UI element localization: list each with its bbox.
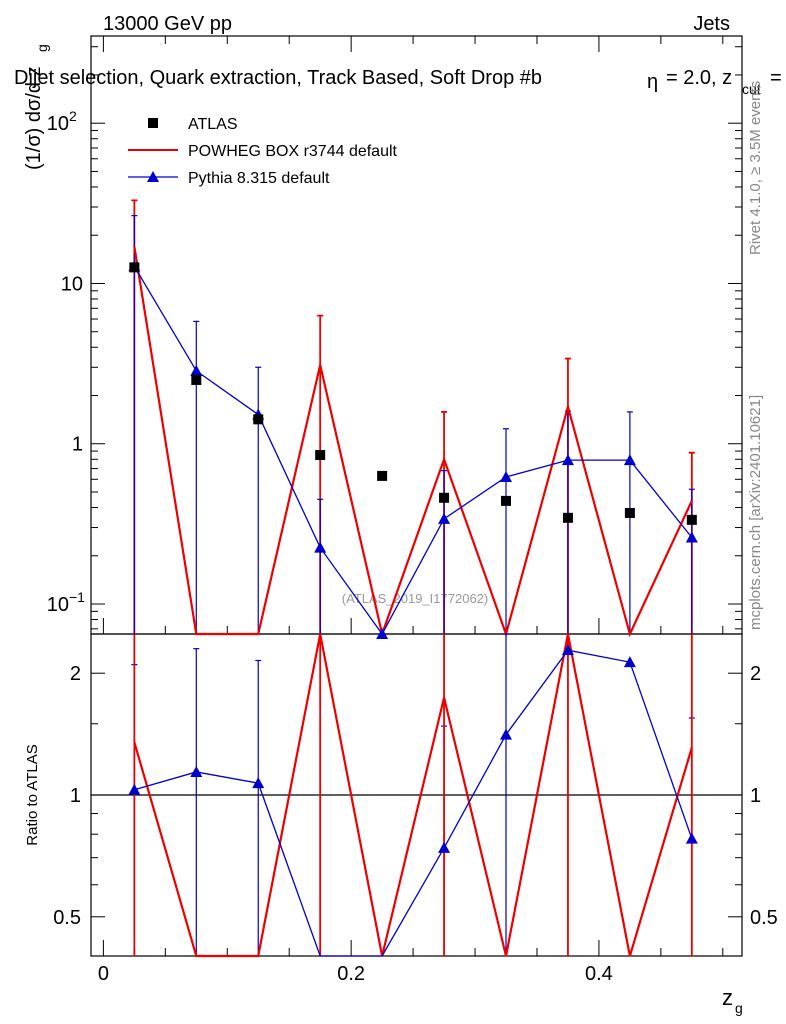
x-axis-label: z — [722, 985, 733, 1010]
rivet-side-label: Rivet 4.1.0, ≥ 3.5M events — [747, 81, 764, 255]
main-ytick-label: 10 — [47, 594, 69, 616]
pythia-point — [190, 364, 203, 376]
ratio-pythia-point — [685, 832, 698, 844]
plot-title-main: Dijet selection, Quark extraction, Track… — [14, 67, 542, 89]
atlas-data-point — [315, 450, 326, 461]
legend-label-atlas: ATLAS — [188, 116, 238, 133]
mcplots-label-text: mcplots.cern.ch [arXiv:2401.10621] — [747, 395, 764, 630]
atlas-data-point — [191, 374, 202, 385]
plot-title-eta: η — [647, 71, 658, 93]
plot-title-end: = — [770, 67, 782, 89]
xtick-label: 0 — [98, 963, 109, 985]
pythia-point — [623, 454, 636, 466]
ratio-ytick-label-right: 2 — [750, 663, 761, 685]
analysis-watermark: (ATLAS_2019_I1772062) — [342, 591, 488, 606]
plot-title-tail: = 2.0, z — [666, 67, 732, 89]
atlas-data-point — [129, 262, 140, 273]
atlas-data-point — [501, 495, 512, 506]
ratio-pythia-point — [623, 656, 636, 668]
category-label: Jets — [693, 13, 730, 35]
powheg-line — [133, 246, 693, 638]
ratio-pythia-line — [134, 649, 693, 957]
legend-marker-pythia — [147, 171, 159, 182]
pythia-point — [314, 541, 327, 553]
atlas-data-point — [624, 507, 635, 518]
main-ytick-label: 10 — [47, 113, 69, 135]
main-ytick-exponent: −1 — [69, 589, 85, 605]
main-ylabel-text: (1/σ) dσ/d z — [23, 66, 45, 170]
ratio-ytick-label-right: 0.5 — [750, 907, 778, 929]
ratio-powheg-line — [133, 633, 693, 958]
main-ylabel: (1/σ) dσ/d z g — [23, 44, 50, 170]
ratio-ylabel: Ratio to ATLAS — [24, 744, 41, 845]
ratio-pythia-point — [190, 765, 203, 777]
ratio-ytick-label-right: 1 — [750, 785, 761, 807]
xtick-label: 0.4 — [585, 963, 613, 985]
atlas-data-point — [439, 492, 450, 503]
svg-text:(1/σ) dσ/d z: (1/σ) dσ/d z — [23, 66, 45, 170]
legend: ATLAS POWHEG BOX r3744 default Pythia 8.… — [128, 116, 398, 187]
legend-label-pythia: Pythia 8.315 default — [188, 170, 330, 187]
atlas-data-point — [562, 512, 573, 523]
ratio-ytick-label: 2 — [70, 663, 81, 685]
ratio-plot-area — [128, 633, 698, 958]
ratio-ytick-label: 0.5 — [53, 907, 81, 929]
main-plot-area — [128, 199, 698, 639]
ratio-axis-ticks: 0.5 0.5 1 1 2 2 — [53, 663, 778, 929]
pythia-point — [438, 512, 451, 524]
x-axis-ticks: 0 0.2 0.4 — [98, 36, 724, 985]
xtick-label: 0.2 — [337, 963, 365, 985]
plot-title: Dijet selection, Quark extraction, Track… — [14, 67, 542, 89]
ratio-ylabel-text: Ratio to ATLAS — [24, 744, 41, 845]
atlas-data-point — [253, 414, 264, 425]
main-ytick-label: 10 — [61, 273, 83, 295]
pythia-point — [500, 471, 513, 483]
ratio-pythia-point — [252, 777, 265, 789]
ratio-pythia-point — [500, 728, 513, 740]
atlas-data-point — [686, 514, 697, 525]
ratio-ytick-label: 1 — [70, 785, 81, 807]
pythia-line — [133, 265, 693, 636]
pythia-point — [561, 454, 574, 466]
legend-marker-atlas — [148, 118, 158, 128]
x-axis-label-sub: g — [735, 1000, 743, 1016]
main-ylabel-sub: g — [34, 44, 50, 52]
ratio-pythia-point — [128, 783, 141, 795]
energy-label: 13000 GeV pp — [103, 13, 232, 35]
pythia-point — [685, 531, 698, 543]
ratio-pythia-point — [438, 841, 451, 853]
plot-title-subscript: cut — [742, 81, 761, 97]
ratio-pythia-point — [561, 644, 574, 656]
legend-label-powheg: POWHEG BOX r3744 default — [188, 143, 398, 160]
pythia-point — [376, 628, 389, 639]
main-ytick-label: 1 — [72, 434, 83, 456]
mcplots-side-label: mcplots.cern.ch [arXiv:2401.10621] — [747, 395, 764, 630]
rivet-label-text: Rivet 4.1.0, ≥ 3.5M events — [747, 81, 764, 255]
main-ytick-exponent: 2 — [69, 108, 77, 124]
atlas-data-point — [377, 470, 388, 481]
